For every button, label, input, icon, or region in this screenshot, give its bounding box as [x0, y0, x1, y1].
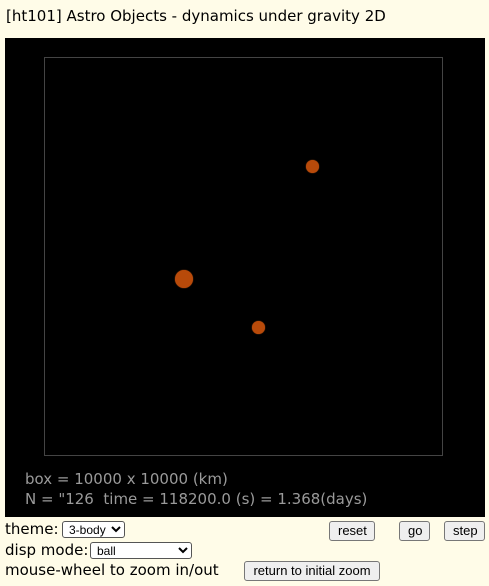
astro-body-large	[175, 270, 193, 288]
disp-mode-select[interactable]: ball	[90, 542, 192, 559]
astro-body-small-top	[306, 160, 319, 173]
astro-body-small-bottom	[252, 321, 265, 334]
disp-mode-label: disp mode:	[5, 541, 89, 559]
simulation-box-boundary	[44, 57, 443, 456]
page-title: [ht101] Astro Objects - dynamics under g…	[6, 7, 386, 25]
return-to-initial-zoom-button[interactable]: return to initial zoom	[244, 561, 380, 581]
status-readout: N = "126 time = 118200.0 (s) = 1.368(day…	[25, 490, 368, 508]
theme-label: theme:	[5, 520, 59, 538]
box-size-readout: box = 10000 x 10000 (km)	[25, 470, 228, 488]
zoom-hint-text: mouse-wheel to zoom in/out	[5, 561, 219, 579]
theme-select[interactable]: 3-body	[62, 521, 125, 538]
simulation-canvas[interactable]: box = 10000 x 10000 (km) N = "126 time =…	[5, 38, 485, 517]
reset-button[interactable]: reset	[329, 521, 375, 541]
go-button[interactable]: go	[399, 521, 430, 541]
step-button[interactable]: step	[444, 521, 485, 541]
